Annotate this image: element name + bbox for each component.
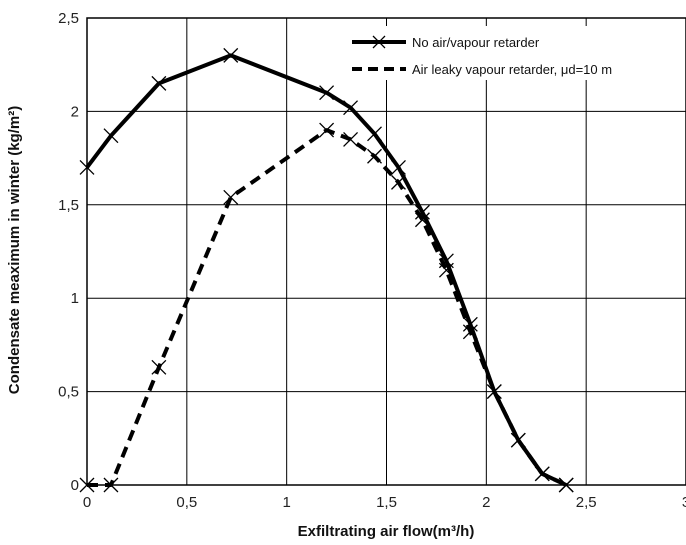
data-point-no-retarder bbox=[79, 159, 95, 175]
y-tick-label: 1 bbox=[71, 290, 79, 307]
x-tick-label: 0,5 bbox=[176, 494, 197, 511]
legend-label-no-retarder: No air/vapour retarder bbox=[412, 35, 540, 50]
data-point-leaky-retarder bbox=[151, 359, 167, 375]
series-line-no-retarder bbox=[85, 53, 568, 487]
data-point-no-retarder bbox=[223, 47, 239, 63]
y-tick-labels: 0 0,5 1 1,5 2 2,5 bbox=[58, 10, 79, 494]
y-axis-label: Condensate meaximum in winter (kg/m²) bbox=[6, 106, 23, 394]
data-point-leaky-retarder bbox=[343, 131, 359, 147]
data-point-leaky-retarder bbox=[223, 189, 239, 205]
y-tick-label: 1,5 bbox=[58, 197, 79, 214]
data-point-no-retarder bbox=[343, 100, 359, 116]
data-point-leaky-retarder bbox=[534, 466, 550, 482]
data-point-leaky-retarder bbox=[103, 477, 119, 493]
data-point-leaky-retarder bbox=[79, 477, 95, 493]
data-point-no-retarder bbox=[462, 316, 478, 332]
data-point-leaky-retarder bbox=[462, 324, 478, 340]
plot-area-border bbox=[86, 17, 686, 486]
x-tick-label: 2,5 bbox=[576, 494, 597, 511]
x-tick-label: 3 bbox=[682, 494, 686, 511]
grid bbox=[86, 17, 686, 486]
data-point-no-retarder bbox=[367, 126, 382, 142]
x-tick-label: 1,5 bbox=[376, 494, 397, 511]
x-tick-label: 1 bbox=[282, 494, 290, 511]
x-tick-label: 0 bbox=[83, 494, 91, 511]
data-point-no-retarder bbox=[391, 159, 406, 175]
data-point-no-retarder bbox=[319, 85, 335, 101]
series-line-leaky-retarder bbox=[87, 128, 568, 487]
y-tick-label: 2 bbox=[71, 103, 79, 120]
data-point-leaky-retarder bbox=[510, 432, 526, 448]
x-tick-labels: 0 0,5 1 1,5 2 2,5 3 bbox=[83, 494, 686, 511]
data-point-leaky-retarder bbox=[558, 477, 574, 493]
data-point-leaky-retarder bbox=[319, 122, 335, 138]
x-axis-label: Exfiltrating air flow(m³/h) bbox=[298, 523, 475, 540]
data-point-leaky-retarder bbox=[391, 174, 406, 190]
legend-label-leaky-retarder: Air leaky vapour retarder, μd=10 m bbox=[412, 62, 612, 77]
legend-marker-solid bbox=[372, 35, 386, 49]
series-group bbox=[79, 47, 574, 493]
data-point-no-retarder bbox=[103, 128, 119, 144]
y-tick-label: 0 bbox=[71, 477, 79, 494]
data-point-leaky-retarder bbox=[486, 384, 502, 400]
legend: No air/vapour retarder Air leaky vapour … bbox=[348, 26, 676, 80]
data-point-leaky-retarder bbox=[438, 262, 454, 278]
y-tick-label: 0,5 bbox=[58, 384, 79, 401]
y-tick-label: 2,5 bbox=[58, 10, 79, 27]
data-point-leaky-retarder bbox=[414, 212, 430, 228]
data-point-no-retarder bbox=[414, 204, 430, 220]
x-tick-label: 2 bbox=[482, 494, 490, 511]
data-point-leaky-retarder bbox=[367, 148, 382, 164]
data-point-no-retarder bbox=[151, 75, 167, 91]
